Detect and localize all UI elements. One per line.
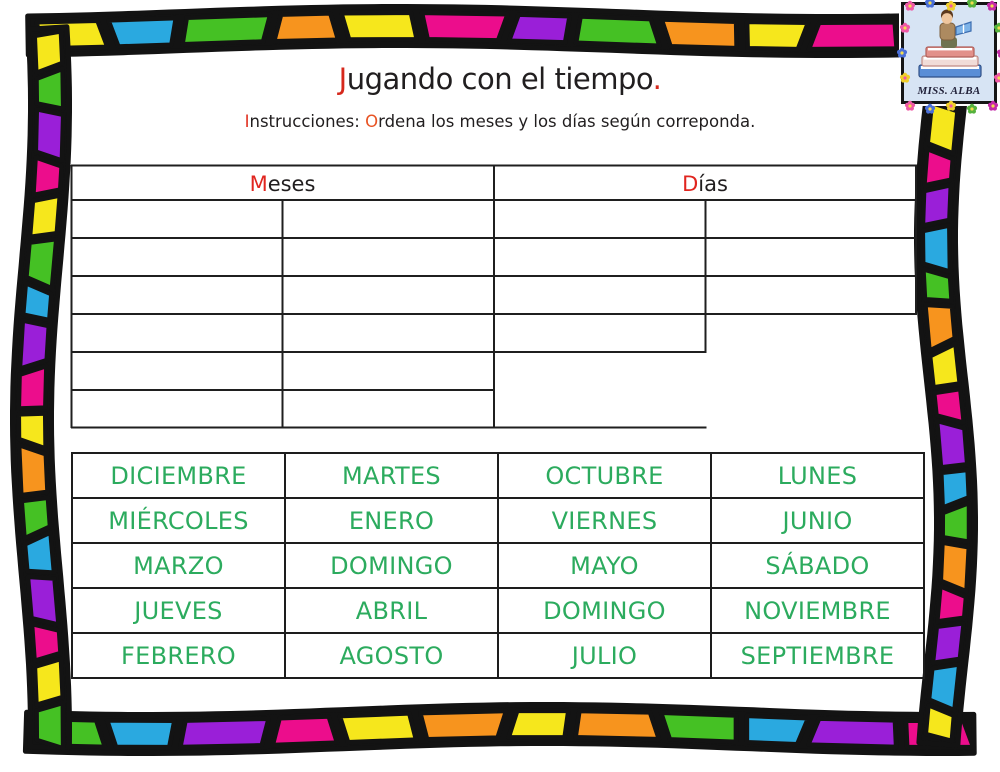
word-card-martes[interactable]: MARTES (284, 452, 499, 499)
flower-icon (966, 0, 978, 8)
drop-cell-r4c1[interactable] (71, 314, 283, 352)
drop-cell-r6c2[interactable] (283, 390, 495, 428)
word-card-febrero[interactable]: FEBRERO (71, 632, 286, 679)
meses-accent-letter: M (249, 172, 268, 196)
instructions-accent-2: O (365, 112, 379, 131)
flower-icon (987, 100, 999, 111)
flower-icon (986, 0, 998, 11)
meses-text: eses (267, 172, 316, 196)
drop-cell-r1c4[interactable] (706, 200, 918, 238)
instructions-part-1: nstrucciones: (249, 112, 366, 131)
flower-icon (993, 22, 1000, 33)
word-card-diciembre[interactable]: DICIEMBRE (71, 452, 286, 499)
flower-icon (945, 100, 957, 111)
flower-icon (904, 0, 916, 11)
instructions-line: Instrucciones: Ordena los meses y los dí… (0, 112, 1000, 131)
drop-cell-r3c4[interactable] (706, 276, 918, 314)
word-card-septiembre[interactable]: SEPTIEMBRE (710, 632, 925, 679)
word-card-noviembre[interactable]: NOVIEMBRE (710, 587, 925, 634)
word-bank-row: MIÉRCOLES ENERO VIERNES JUNIO (71, 497, 925, 544)
word-bank-table: DICIEMBRE MARTES OCTUBRE LUNES MIÉRCOLES ENER… (71, 452, 925, 679)
flower-icon (899, 72, 911, 83)
flower-icon (897, 47, 908, 58)
word-bank-row: DICIEMBRE MARTES OCTUBRE LUNES (71, 452, 925, 499)
word-card-enero[interactable]: ENERO (284, 497, 499, 544)
drop-cell-r2c1[interactable] (71, 238, 283, 276)
word-card-julio[interactable]: JULIO (497, 632, 712, 679)
instructions-part-2: rdena los meses y los días según correpo… (378, 112, 756, 131)
flower-icon (899, 22, 911, 33)
teacher-badge: MISS. ALBA (897, 0, 1000, 114)
title-text: ugando con el tiempo (346, 62, 653, 96)
word-card-agosto[interactable]: AGOSTO (284, 632, 499, 679)
flower-icon (945, 0, 957, 11)
drop-cell-r3c1[interactable] (71, 276, 283, 314)
drop-cell-r3c2[interactable] (283, 276, 495, 314)
flower-decorations (897, 0, 1000, 114)
drop-cell-r4c2[interactable] (283, 314, 495, 352)
drop-cell-r1c1[interactable] (71, 200, 283, 238)
drop-cell-r1c2[interactable] (283, 200, 495, 238)
word-card-mayo[interactable]: MAYO (497, 542, 712, 589)
word-card-junio[interactable]: JUNIO (710, 497, 925, 544)
drop-cell-r1c3[interactable] (494, 200, 706, 238)
word-bank-row: FEBRERO AGOSTO JULIO SEPTIEMBRE (71, 632, 925, 679)
instructions-accent-1: I (244, 112, 250, 131)
word-card-domingo[interactable]: DOMINGO (497, 587, 712, 634)
drop-cell-r4c3[interactable] (494, 314, 706, 352)
badge-name-label: MISS. ALBA (917, 85, 981, 97)
teacher-cartoon (918, 9, 982, 78)
word-card-marzo[interactable]: MARZO (71, 542, 286, 589)
word-card-abril[interactable]: ABRIL (284, 587, 499, 634)
dias-accent-letter: D (682, 172, 699, 196)
word-card-viernes[interactable]: VIERNES (497, 497, 712, 544)
flower-icon (993, 72, 1000, 83)
word-card-miércoles[interactable]: MIÉRCOLES (71, 497, 286, 544)
dias-text: ías (698, 172, 728, 196)
drop-cell-r2c4[interactable] (706, 238, 918, 276)
drop-cell-r2c2[interactable] (283, 238, 495, 276)
drop-cell-r2c3[interactable] (494, 238, 706, 276)
word-bank-row: JUEVES ABRIL DOMINGO NOVIEMBRE (71, 587, 925, 634)
drop-cell-r5c1[interactable] (71, 352, 283, 390)
word-bank-row: MARZO DOMINGO MAYO SÁBADO (71, 542, 925, 589)
word-card-lunes[interactable]: LUNES (710, 452, 925, 499)
title-accent-letter: J (338, 62, 348, 96)
flower-icon (904, 100, 916, 111)
flower-icon (924, 0, 936, 8)
flower-icon (966, 103, 978, 114)
drop-cell-r3c3[interactable] (494, 276, 706, 314)
person-face (941, 13, 953, 24)
flower-icon (924, 103, 936, 114)
page-title: Jugando con el tiempo. (0, 62, 1000, 96)
title-period: . (652, 62, 662, 96)
drop-cell-r6c1[interactable] (71, 390, 283, 428)
drop-cell-r5c2[interactable] (283, 352, 495, 390)
word-card-domingo[interactable]: DOMINGO (284, 542, 499, 589)
word-card-octubre[interactable]: OCTUBRE (497, 452, 712, 499)
word-card-jueves[interactable]: JUEVES (71, 587, 286, 634)
word-card-sábado[interactable]: SÁBADO (710, 542, 925, 589)
